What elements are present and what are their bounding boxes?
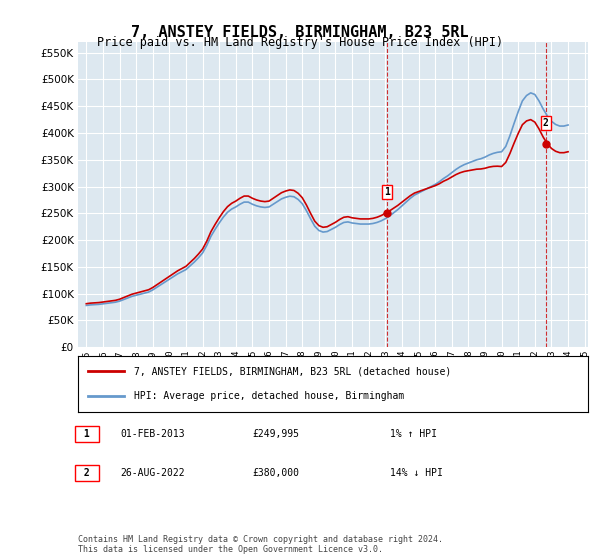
Text: £380,000: £380,000: [252, 468, 299, 478]
Text: 2: 2: [78, 468, 95, 478]
Text: 7, ANSTEY FIELDS, BIRMINGHAM, B23 5RL: 7, ANSTEY FIELDS, BIRMINGHAM, B23 5RL: [131, 25, 469, 40]
Text: Contains HM Land Registry data © Crown copyright and database right 2024.
This d: Contains HM Land Registry data © Crown c…: [78, 535, 443, 554]
Text: 1: 1: [384, 187, 389, 197]
Text: HPI: Average price, detached house, Birmingham: HPI: Average price, detached house, Birm…: [134, 391, 404, 401]
Text: Price paid vs. HM Land Registry's House Price Index (HPI): Price paid vs. HM Land Registry's House …: [97, 36, 503, 49]
Text: 2: 2: [543, 118, 548, 128]
Text: 1% ↑ HPI: 1% ↑ HPI: [390, 429, 437, 439]
Text: 1: 1: [78, 429, 95, 439]
Text: 7, ANSTEY FIELDS, BIRMINGHAM, B23 5RL (detached house): 7, ANSTEY FIELDS, BIRMINGHAM, B23 5RL (d…: [134, 366, 451, 376]
Text: £249,995: £249,995: [252, 429, 299, 439]
Text: 01-FEB-2013: 01-FEB-2013: [120, 429, 185, 439]
Text: 14% ↓ HPI: 14% ↓ HPI: [390, 468, 443, 478]
Text: 26-AUG-2022: 26-AUG-2022: [120, 468, 185, 478]
